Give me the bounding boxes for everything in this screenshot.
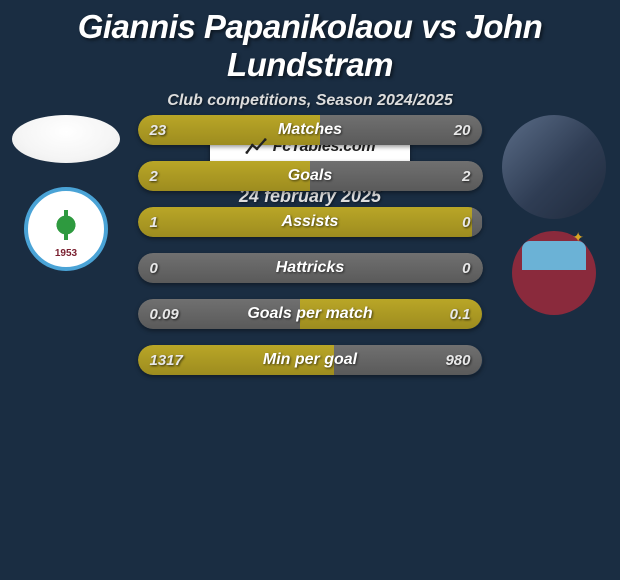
stat-value-right: 2 (462, 161, 470, 191)
right-player-column (494, 115, 614, 315)
stat-label: Hattricks (138, 253, 483, 283)
stat-label: Goals (138, 161, 483, 191)
stat-row: 2Goals2 (138, 161, 483, 191)
stat-label: Goals per match (138, 299, 483, 329)
stat-row: 0.09Goals per match0.1 (138, 299, 483, 329)
stat-value-right: 20 (454, 115, 471, 145)
stat-row: 1317Min per goal980 (138, 345, 483, 375)
player-right-avatar (502, 115, 606, 219)
stat-value-right: 0 (462, 253, 470, 283)
stat-value-right: 0.1 (450, 299, 471, 329)
stat-row: 1Assists0 (138, 207, 483, 237)
page-title: Giannis Papanikolaou vs John Lundstram (0, 8, 620, 84)
stat-label: Assists (138, 207, 483, 237)
fctables-logo-icon (245, 136, 267, 158)
stat-value-right: 0 (462, 207, 470, 237)
subtitle: Club competitions, Season 2024/2025 (0, 92, 620, 110)
player-left-avatar (12, 115, 120, 163)
stat-label: Matches (138, 115, 483, 145)
stat-bars: 23Matches202Goals21Assists00Hattricks00.… (138, 115, 483, 375)
stat-row: 23Matches20 (138, 115, 483, 145)
player-right-club-badge (512, 231, 596, 315)
stat-value-right: 980 (445, 345, 470, 375)
stat-row: 0Hattricks0 (138, 253, 483, 283)
player-left-club-badge (24, 187, 108, 271)
comparison-panel: 23Matches202Goals21Assists00Hattricks00.… (0, 115, 620, 385)
stat-label: Min per goal (138, 345, 483, 375)
left-player-column (6, 115, 126, 271)
